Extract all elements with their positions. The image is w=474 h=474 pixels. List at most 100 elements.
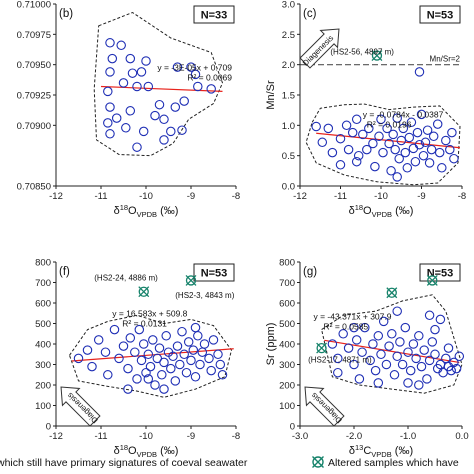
data-point [449,153,459,164]
data-point [213,349,223,360]
altered-sample-cross [316,342,328,354]
x-tick-label: -12 [293,191,307,202]
threshold-label: Mn/Sr=2 [430,55,461,64]
data-point [170,102,181,112]
data-point [161,331,171,341]
x-tick-label: -11 [94,431,107,442]
x-axis-label: δ13CVPDB (‰) [349,443,413,459]
y-tick-label: 0 [46,422,51,433]
data-point [451,363,462,374]
data-point [170,376,181,386]
data-point [105,129,115,139]
data-point [141,367,151,378]
data-point [190,322,201,333]
x-tick-label: -1.0 [400,431,416,442]
data-point [390,144,400,155]
y-tick-label: 1.5 [282,91,295,102]
data-point [416,361,427,372]
y-axis-label: Sr (ppm) [265,323,277,366]
y-tick-label: 700 [279,278,295,289]
regression-equation: y = 16.583x + 509.8 [112,308,187,318]
data-point [388,129,398,140]
data-point [323,123,334,134]
x-tick-label: -8 [458,191,466,202]
y-tick-label: 0.0 [282,182,295,193]
data-point [445,144,455,155]
data-point [382,123,392,134]
data-point [428,131,439,142]
data-point [394,153,404,164]
data-point [414,380,424,390]
y-tick-label: 0.70950 [17,60,51,71]
chart-panel-4: -3.0 -2.0 -1.0 0.0 0 100 200 300 400 500 600 700 800… [265,258,469,460]
data-point [159,384,169,394]
altered-sample-point [427,275,438,286]
data-point [435,314,446,325]
data-point [368,339,378,349]
data-point [400,147,411,158]
data-point [392,172,402,182]
x-tick-label: 0.0 [455,431,468,442]
data-point [357,347,367,357]
data-point [118,341,129,351]
y-tick-label: 200 [35,381,51,392]
y-tick-label: 600 [35,299,51,310]
data-point [426,144,437,155]
data-point [136,355,147,366]
data-point [125,106,136,116]
diagenesis-label: Diagenesis [309,391,343,425]
data-point [154,99,165,110]
data-point [190,69,201,80]
data-point [107,53,118,64]
data-point [441,135,451,146]
data-point [432,119,443,129]
data-point [368,138,378,149]
data-point [166,363,176,374]
data-point [351,156,362,167]
data-point [121,123,131,133]
regression-equation: y = -0.0784x - 0.0387 [363,109,444,119]
data-point [392,351,402,362]
data-point [130,347,140,357]
data-point [412,127,423,138]
data-point [365,355,375,366]
altered-sample-cross [185,274,197,286]
data-point [437,163,447,173]
data-point [190,372,201,382]
data-point [217,370,228,380]
data-point [343,144,354,155]
legend: which still have primary signatures of c… [0,456,459,469]
data-point [392,113,402,123]
data-point [179,349,189,360]
data-point [188,345,199,355]
data-point [335,160,346,170]
data-point [204,353,214,364]
altered-sample-cross [386,287,398,299]
data-point [105,67,115,77]
data-point [105,38,115,48]
data-point [177,125,187,135]
data-point [449,357,459,368]
y-tick-label: 300 [279,360,295,371]
regression-r2: R² = 0.0585 [324,321,369,331]
data-point [335,133,346,144]
data-point [376,114,386,125]
y-tick-label: 2.5 [282,30,295,41]
data-point [199,339,210,349]
data-point [404,132,415,143]
sample-envelope [93,11,224,157]
data-point [396,135,407,146]
data-point [358,129,368,140]
diagenesis-arrow-shape [60,386,101,427]
chart-panel-1: -12 -11 -10 -9 -8 0.70850 0.70900 0.70925 0.7095… [17,0,241,219]
data-point [138,126,149,137]
data-point [408,339,419,349]
data-point [414,67,425,77]
data-point [384,138,394,149]
data-point [422,374,432,384]
data-point [125,333,136,343]
legend-primary-text: which still have primary signatures of c… [0,457,248,469]
y-tick-label: 500 [35,319,51,330]
trend-line [100,85,223,92]
y-tick-label: 400 [35,340,51,351]
